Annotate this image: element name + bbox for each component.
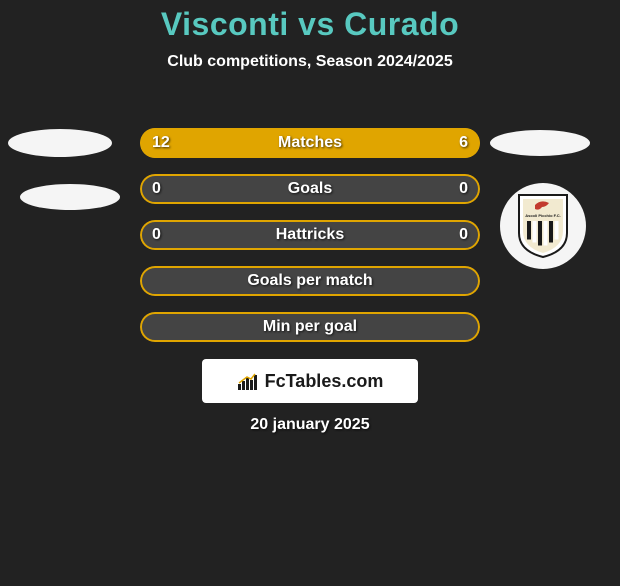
player-left-placeholder xyxy=(8,129,112,157)
stat-row: Goals per match xyxy=(140,266,480,296)
club-crest-icon: Ascoli Picchio F.C. xyxy=(515,193,571,259)
stat-row: Min per goal xyxy=(140,312,480,342)
svg-text:Ascoli Picchio F.C.: Ascoli Picchio F.C. xyxy=(525,213,561,218)
brand-text: FcTables.com xyxy=(265,371,384,392)
stat-label: Goals per match xyxy=(140,272,480,290)
stat-label: Min per goal xyxy=(140,318,480,336)
stat-label: Hattricks xyxy=(140,226,480,244)
player-left-placeholder xyxy=(20,184,120,210)
stat-row: 00Goals xyxy=(140,174,480,204)
brand-chart-icon xyxy=(237,372,259,390)
stat-row: 126Matches xyxy=(140,128,480,158)
player-right-placeholder xyxy=(490,130,590,156)
subtitle: Club competitions, Season 2024/2025 xyxy=(0,53,620,71)
stat-label: Goals xyxy=(140,180,480,198)
page-title: Visconti vs Curado xyxy=(0,6,620,43)
stat-label: Matches xyxy=(140,134,480,152)
stats-container: 126Matches 00Goals 00Hattricks Goals per ma… xyxy=(140,128,480,358)
brand-box: FcTables.com xyxy=(202,359,418,403)
date-line: 20 january 2025 xyxy=(0,416,620,434)
club-badge-right: Ascoli Picchio F.C. xyxy=(500,183,586,269)
stat-row: 00Hattricks xyxy=(140,220,480,250)
